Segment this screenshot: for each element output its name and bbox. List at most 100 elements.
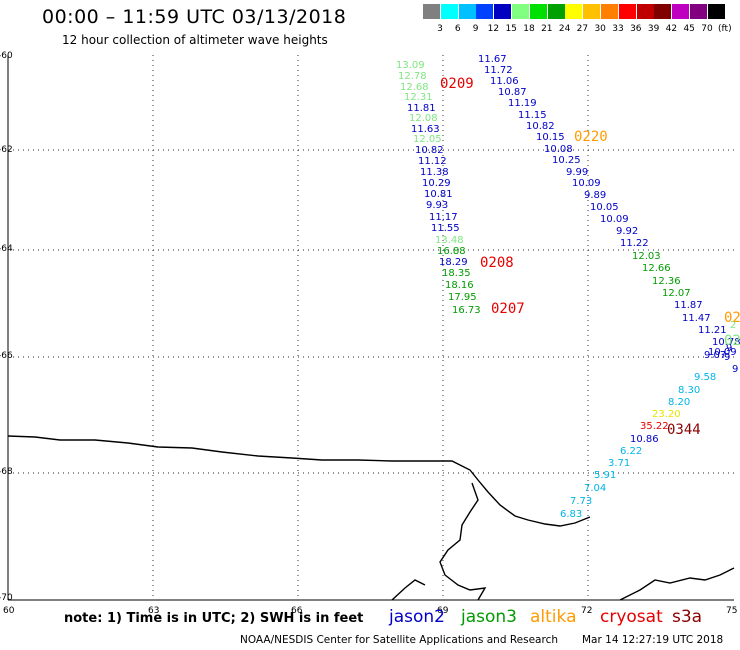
swh-value: 11.17 [429,212,458,223]
swh-value: 9 [724,352,731,363]
colorbar-swatch [476,4,494,19]
swh-value: 11.87 [674,300,703,311]
swh-value: 12.08 [409,113,438,124]
satellite-cryosat: cryosat [600,607,663,627]
swh-value: 7.73 [570,496,593,507]
swh-value: 12.05 [413,134,442,145]
swh-value: 13.48 [435,235,464,246]
swh-value: 9 [732,364,739,375]
swh-value: 11.63 [411,124,440,135]
colorbar-swatch [458,4,476,19]
lat-label: -70 [0,593,13,603]
pass-time-label: 0207 [491,301,525,317]
swh-value: 9.89 [584,190,607,201]
colorbar-tick: 6 [454,24,461,34]
swh-value: 11.19 [508,98,537,109]
lon-label: 75 [726,606,738,616]
coastline [7,435,591,527]
pass-time-label: 0220 [574,129,608,145]
swh-value: 11.81 [407,103,436,114]
colorbar-tick: 3 [437,24,443,34]
swh-value: 9 [726,343,733,354]
colorbar-tick: 18 [523,24,535,34]
lat-label: -62 [0,145,13,155]
colorbar-tick: 45 [683,24,695,34]
swh-value: 11.21 [698,325,727,336]
pass-time-label: 02 [724,333,740,349]
swh-value: 10.87 [498,87,527,98]
lon-label: 72 [581,606,593,616]
swh-value: 12.66 [642,263,671,274]
swh-value: 11.06 [490,76,519,87]
colorbar-tick: (ft) [718,24,732,34]
pass-time-label: 02 [724,310,740,326]
swh-value: 7.04 [584,483,607,494]
swh-value: 10.09 [600,214,629,225]
swh-value: 17.95 [448,292,477,303]
colorbar-tick: 24 [558,24,571,34]
swh-value: 12.07 [662,288,691,299]
swh-value: 2 [730,320,737,331]
colorbar-tick: 27 [576,24,589,34]
colorbar-tick: 39 [647,24,660,34]
swh-value: 10.05 [590,202,619,213]
pass-time-label: 0344 [667,422,701,438]
swh-value: 10.82 [526,121,555,132]
colorbar-swatch [565,4,583,19]
swh-value: 16.88 [437,246,466,257]
swh-value: 11.55 [431,223,460,234]
swh-value: 10.86 [630,434,659,445]
swh-value: 23.20 [652,409,681,420]
swh-value: 11.12 [418,156,447,167]
swh-value: 10.78 [712,337,740,348]
swh-value: 18.16 [445,280,474,291]
colorbar-swatch [494,4,512,19]
swh-value: 12.31 [404,92,433,103]
swh-value: 8.20 [668,397,691,408]
pass-time-label: 0208 [480,255,514,271]
colorbar-tick: 70 [701,24,713,34]
swh-value: 10.29 [422,178,451,189]
timestamp: Mar 14 12:27:19 UTC 2018 [582,634,724,646]
colorbar-tick: 30 [594,24,606,34]
colorbar-swatch [583,4,601,19]
pass-time-label: 0209 [440,76,474,92]
coastline [439,482,487,601]
page-subtitle: 12 hour collection of altimeter wave hei… [62,33,328,47]
colorbar-swatch [547,4,565,19]
swh-value: 9.92 [616,226,639,237]
swh-value: 5.91 [594,470,617,481]
colorbar-swatch [654,4,672,19]
swh-value: 11.22 [620,238,649,249]
swh-value: 9.93 [426,200,449,211]
colorbar-swatch [707,4,725,19]
page-title: 00:00 – 11:59 UTC 03/13/2018 [42,6,347,28]
swh-value: 9.58 [694,372,717,383]
swh-value: 9.99 [566,167,589,178]
swh-value: 10.08 [544,144,573,155]
swh-value: 35.22 [640,421,669,432]
swh-value: 12.36 [652,276,681,287]
swh-value: 3.71 [608,458,631,469]
swh-value: 12.68 [400,82,429,93]
swh-value: 18.35 [442,268,471,279]
swh-value: 11.72 [484,65,513,76]
colorbar-tick: 15 [505,24,517,34]
colorbar-tick: 9 [472,24,479,34]
swh-value: 11.15 [518,110,547,121]
lat-label: -64 [0,244,13,254]
swh-value: 11.47 [682,313,711,324]
colorbar-swatch [618,4,636,19]
swh-value: 10.15 [536,132,565,143]
lon-label: 60 [3,606,15,616]
swh-value: 8.30 [678,385,701,396]
satellite-s3a: s3a [672,607,703,627]
coastline [391,579,426,601]
swh-value: 18.29 [439,257,468,268]
lat-label: -60 [0,51,13,61]
satellite-altika: altika [530,607,577,627]
credit-text: NOAA/NESDIS Center for Satellite Applica… [240,634,558,646]
colorbar-tick: 12 [487,24,500,34]
swh-value: 11.67 [478,54,507,65]
